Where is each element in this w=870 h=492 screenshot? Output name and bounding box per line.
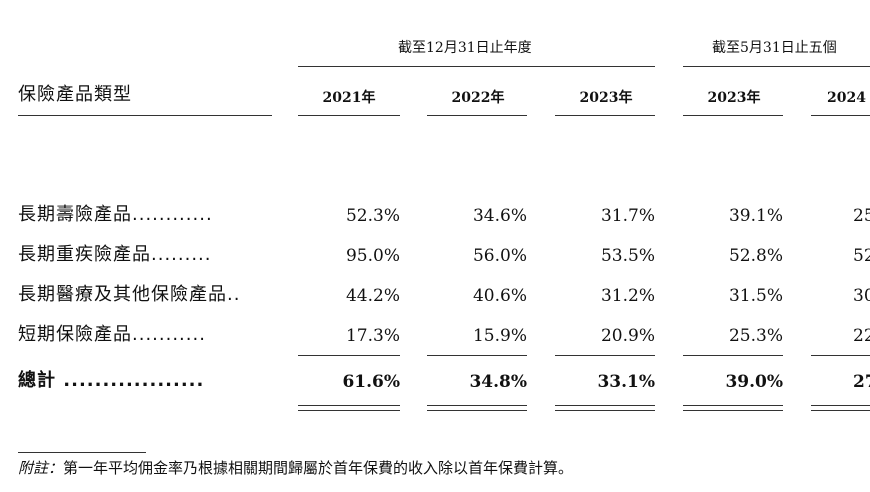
cell-value: 52 bbox=[853, 246, 870, 266]
cell-value: 25.3% bbox=[728, 326, 783, 346]
rule bbox=[427, 405, 527, 406]
cell-value: 20.9% bbox=[600, 326, 655, 346]
year-header: 2022年 bbox=[451, 90, 505, 106]
rule bbox=[427, 355, 527, 356]
cell-value: 95.0% bbox=[345, 246, 400, 266]
cell-value: 34.6% bbox=[472, 206, 527, 226]
rule bbox=[427, 410, 527, 411]
rule bbox=[298, 115, 400, 116]
cell-value: 56.0% bbox=[472, 246, 527, 266]
cell-value: 31.2% bbox=[600, 286, 655, 306]
rule bbox=[683, 355, 783, 356]
rule bbox=[811, 405, 870, 406]
row-label: 短期保險產品........... bbox=[18, 324, 206, 345]
rule bbox=[298, 410, 400, 411]
row-label: 長期壽險產品............ bbox=[18, 204, 213, 225]
rule bbox=[811, 410, 870, 411]
group-header: 截至5月31日止五個 bbox=[712, 40, 837, 56]
rule bbox=[18, 115, 272, 116]
rule bbox=[298, 355, 400, 356]
total-value: 39.0% bbox=[725, 372, 783, 392]
note: 附註：第一年平均佣金率乃根據相關期間歸屬於首年保費的收入除以首年保費計算。 bbox=[18, 461, 573, 476]
rule bbox=[298, 405, 400, 406]
total-label: 總計 .................. bbox=[18, 370, 205, 391]
cell-value: 17.3% bbox=[345, 326, 400, 346]
rule bbox=[555, 405, 655, 406]
rule bbox=[555, 355, 655, 356]
note-text: 第一年平均佣金率乃根據相關期間歸屬於首年保費的收入除以首年保費計算。 bbox=[63, 459, 574, 477]
rule bbox=[683, 115, 783, 116]
rule bbox=[683, 66, 870, 67]
cell-value: 31.5% bbox=[728, 286, 783, 306]
total-value: 34.8% bbox=[469, 372, 527, 392]
cell-value: 40.6% bbox=[472, 286, 527, 306]
rule bbox=[298, 66, 655, 67]
year-header: 2021年 bbox=[322, 90, 376, 106]
rule bbox=[683, 410, 783, 411]
rule bbox=[811, 115, 870, 116]
cell-value: 44.2% bbox=[345, 286, 400, 306]
cell-value: 52.3% bbox=[345, 206, 400, 226]
cell-value: 15.9% bbox=[472, 326, 527, 346]
category-label: 保險產品類型 bbox=[18, 84, 132, 105]
cell-value: 30 bbox=[853, 286, 870, 306]
cell-value: 25 bbox=[853, 206, 870, 226]
rule bbox=[555, 410, 655, 411]
rule bbox=[811, 355, 870, 356]
year-header: 2023年 bbox=[707, 90, 761, 106]
group-header: 截至12月31日止年度 bbox=[398, 40, 532, 56]
total-value: 27 bbox=[853, 372, 870, 392]
cell-value: 31.7% bbox=[600, 206, 655, 226]
rule bbox=[427, 115, 527, 116]
cell-value: 52.8% bbox=[728, 246, 783, 266]
rule bbox=[683, 405, 783, 406]
total-value: 61.6% bbox=[342, 372, 400, 392]
year-header: 2024 bbox=[827, 90, 866, 106]
note-prefix: 附註： bbox=[18, 459, 64, 477]
cell-value: 53.5% bbox=[600, 246, 655, 266]
cell-value: 39.1% bbox=[728, 206, 783, 226]
row-label: 長期重疾險產品......... bbox=[18, 244, 212, 265]
rule bbox=[555, 115, 655, 116]
total-value: 33.1% bbox=[597, 372, 655, 392]
row-label: 長期醫療及其他保險產品.. bbox=[18, 284, 241, 305]
year-header: 2023年 bbox=[579, 90, 633, 106]
rule bbox=[18, 452, 146, 453]
cell-value: 22 bbox=[853, 326, 870, 346]
